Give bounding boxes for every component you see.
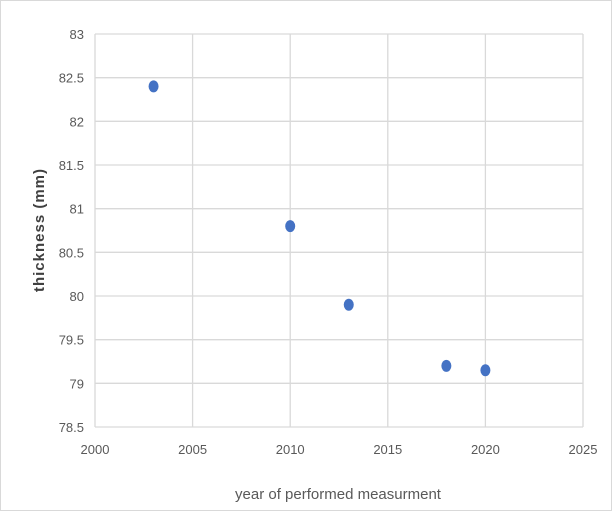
y-tick-label: 83 xyxy=(70,27,84,42)
y-tick-labels: 78.5 79 79.5 80 80.5 81 81.5 82 82.5 83 xyxy=(59,27,84,435)
y-tick-label: 82.5 xyxy=(59,71,84,86)
y-tick-label: 80.5 xyxy=(59,245,84,260)
data-point xyxy=(441,359,452,372)
y-tick-label: 81.5 xyxy=(59,158,84,173)
y-tick-label: 78.5 xyxy=(59,420,84,435)
y-tick-label: 79.5 xyxy=(59,333,84,348)
data-point xyxy=(480,364,491,377)
y-tick-label: 81 xyxy=(70,202,84,217)
x-tick-label: 2025 xyxy=(569,442,598,457)
y-tick-label: 79 xyxy=(70,376,84,391)
x-tick-label: 2010 xyxy=(276,442,305,457)
x-tick-label: 2005 xyxy=(178,442,207,457)
x-tick-label: 2020 xyxy=(471,442,500,457)
data-point xyxy=(285,220,296,233)
x-axis-label: year of performed measurment xyxy=(235,486,442,503)
gridlines xyxy=(94,33,584,428)
y-tick-label: 80 xyxy=(70,289,84,304)
data-point xyxy=(343,298,354,311)
y-axis-label: thickness (mm) xyxy=(31,168,48,292)
y-tick-label: 82 xyxy=(70,114,84,129)
data-points xyxy=(148,80,491,377)
data-point xyxy=(148,80,159,93)
x-tick-label: 2015 xyxy=(373,442,402,457)
x-tick-labels: 2000 2005 2010 2015 2020 2025 xyxy=(81,442,598,457)
x-tick-label: 2000 xyxy=(81,442,110,457)
